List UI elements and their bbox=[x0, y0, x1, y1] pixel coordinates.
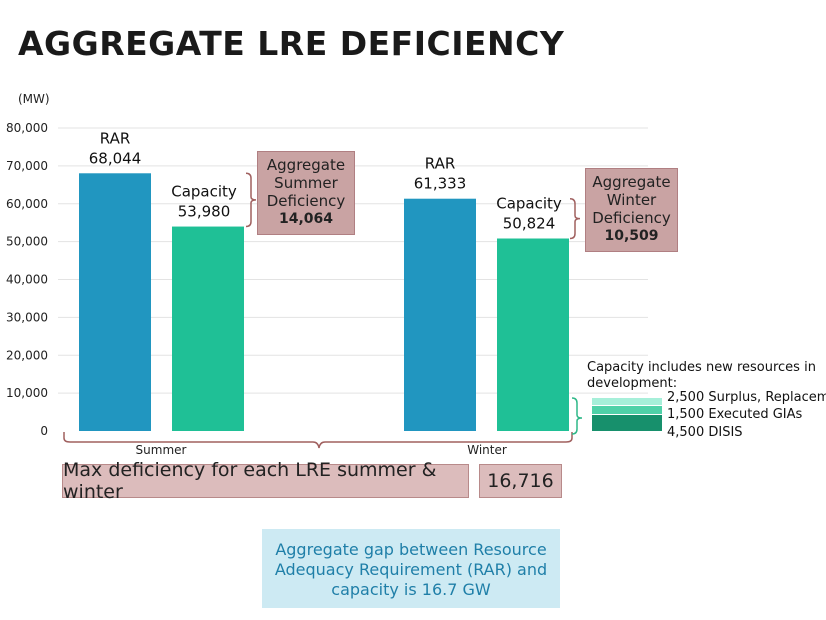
rar-bar bbox=[79, 173, 151, 431]
capacity-bar bbox=[172, 226, 244, 431]
y-tick-label: 10,000 bbox=[6, 386, 48, 400]
summary-callout: Aggregate gap between Resource Adequacy … bbox=[262, 529, 560, 608]
bar-series-label: Capacity bbox=[496, 195, 562, 213]
bar-series-label: Capacity bbox=[171, 183, 237, 201]
x-category-label: Summer bbox=[136, 443, 187, 457]
capacity-bar bbox=[497, 238, 569, 431]
deficiency-line1: Aggregate bbox=[266, 156, 346, 174]
y-tick-label: 20,000 bbox=[6, 348, 48, 362]
y-tick-label: 30,000 bbox=[6, 310, 48, 324]
x-category-label: Winter bbox=[467, 443, 507, 457]
y-tick-label: 60,000 bbox=[6, 197, 48, 211]
deficiency-line2: Winter bbox=[606, 191, 657, 209]
max-deficiency-brace bbox=[63, 432, 573, 449]
y-tick-label: 80,000 bbox=[6, 121, 48, 135]
legend-gia-label: 1,500 Executed GIAs bbox=[667, 407, 803, 422]
capacity-breakdown-swatch bbox=[592, 406, 662, 414]
capacity-breakdown-swatch bbox=[592, 415, 662, 431]
winter-deficiency-box: Aggregate Winter Deficiency 10,509 bbox=[585, 168, 678, 252]
y-tick-label: 50,000 bbox=[6, 235, 48, 249]
y-tick-label: 0 bbox=[40, 424, 48, 438]
bar-value-label: 61,333 bbox=[414, 175, 467, 193]
bar-series-label: RAR bbox=[100, 129, 131, 147]
deficiency-value: 14,064 bbox=[278, 211, 334, 227]
y-tick-label: 70,000 bbox=[6, 159, 48, 173]
legend-disis-label: 4,500 DISIS bbox=[667, 425, 743, 440]
capacity-note: Capacity includes new resources in devel… bbox=[587, 360, 816, 391]
legend-surplus-label: 2,500 Surplus, Replacement bbox=[667, 390, 826, 405]
winter-deficiency-brace bbox=[569, 197, 581, 240]
max-deficiency-value: 16,716 bbox=[479, 464, 562, 498]
summer-deficiency-brace bbox=[245, 172, 257, 228]
y-tick-label: 40,000 bbox=[6, 273, 48, 287]
bar-value-label: 50,824 bbox=[503, 215, 556, 233]
bar-value-label: 68,044 bbox=[89, 149, 142, 167]
capacity-breakdown-brace bbox=[571, 397, 583, 435]
deficiency-line3: Deficiency bbox=[266, 192, 346, 210]
deficiency-value: 10,509 bbox=[604, 228, 659, 244]
rar-bar bbox=[404, 198, 476, 431]
bar-series-label: RAR bbox=[425, 155, 456, 173]
deficiency-line1: Aggregate bbox=[592, 173, 671, 191]
bar-value-label: 53,980 bbox=[178, 203, 231, 221]
y-axis-unit: (MW) bbox=[18, 92, 50, 106]
capacity-breakdown-swatch bbox=[592, 398, 662, 405]
max-deficiency-label: Max deficiency for each LRE summer & win… bbox=[62, 459, 469, 503]
deficiency-line2: Summer bbox=[274, 174, 338, 192]
summer-deficiency-box: Aggregate Summer Deficiency 14,064 bbox=[257, 151, 355, 235]
deficiency-line3: Deficiency bbox=[592, 209, 671, 227]
page-title: AGGREGATE LRE DEFICIENCY bbox=[18, 24, 565, 63]
